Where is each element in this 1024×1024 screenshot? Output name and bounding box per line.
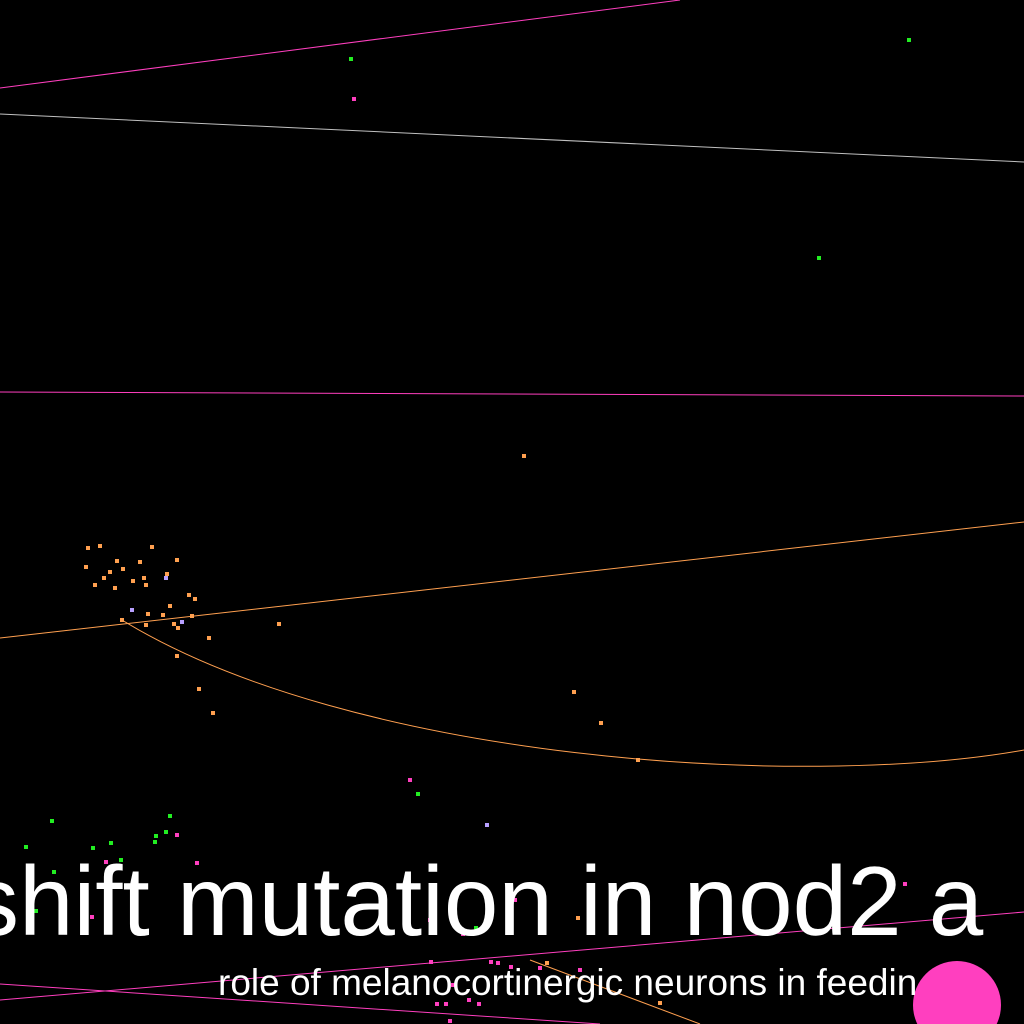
point-magenta-18 [444, 1002, 448, 1006]
point-orange-35 [576, 916, 580, 920]
point-orange-34 [636, 758, 640, 762]
point-orange-30 [197, 687, 201, 691]
point-orange-24 [144, 623, 148, 627]
point-magenta-10 [496, 961, 500, 965]
point-magenta-15 [467, 998, 471, 1002]
line-3 [0, 521, 1024, 639]
line-6 [0, 983, 601, 1024]
line-7 [529, 959, 701, 1024]
point-magenta-14 [451, 983, 455, 987]
point-orange-17 [187, 593, 191, 597]
point-green-7 [109, 841, 113, 845]
point-magenta-8 [429, 960, 433, 964]
point-green-8 [153, 840, 157, 844]
point-orange-32 [572, 690, 576, 694]
point-orange-8 [108, 570, 112, 574]
point-orange-13 [165, 572, 169, 576]
point-orange-25 [176, 626, 180, 630]
point-orange-16 [144, 583, 148, 587]
point-magenta-16 [477, 1002, 481, 1006]
point-orange-36 [545, 961, 549, 965]
point-magenta-0 [352, 97, 356, 101]
point-orange-29 [175, 654, 179, 658]
point-orange-20 [146, 612, 150, 616]
point-green-12 [119, 858, 123, 862]
point-orange-19 [168, 604, 172, 608]
point-green-3 [416, 792, 420, 796]
point-green-9 [154, 834, 158, 838]
point-magenta-1 [408, 778, 412, 782]
point-green-15 [133, 906, 137, 910]
point-orange-22 [190, 614, 194, 618]
point-magenta-21 [513, 898, 517, 902]
point-magenta-7 [461, 932, 465, 936]
point-orange-14 [93, 583, 97, 587]
point-orange-9 [121, 567, 125, 571]
point-orange-10 [102, 576, 106, 580]
point-violet-1 [130, 608, 134, 612]
point-orange-31 [211, 711, 215, 715]
point-magenta-6 [428, 918, 432, 922]
point-orange-2 [98, 544, 102, 548]
point-green-0 [349, 57, 353, 61]
point-orange-6 [138, 560, 142, 564]
point-orange-33 [599, 721, 603, 725]
point-orange-15 [113, 586, 117, 590]
point-orange-21 [161, 613, 165, 617]
line-2 [0, 391, 1024, 397]
point-orange-11 [131, 579, 135, 583]
point-violet-3 [485, 823, 489, 827]
point-orange-37 [658, 1001, 662, 1005]
line-0 [0, 0, 681, 89]
point-magenta-3 [104, 860, 108, 864]
point-magenta-17 [435, 1002, 439, 1006]
point-orange-27 [277, 622, 281, 626]
point-orange-12 [142, 576, 146, 580]
point-green-10 [164, 830, 168, 834]
point-green-1 [907, 38, 911, 42]
point-magenta-2 [175, 833, 179, 837]
point-green-11 [168, 814, 172, 818]
line-4 [121, 619, 1024, 767]
scatter-points [24, 38, 911, 1023]
point-orange-5 [115, 559, 119, 563]
point-magenta-11 [509, 965, 513, 969]
point-orange-0 [522, 454, 526, 458]
point-orange-28 [207, 636, 211, 640]
point-magenta-5 [90, 915, 94, 919]
point-magenta-19 [448, 1019, 452, 1023]
point-orange-3 [150, 545, 154, 549]
point-green-16 [474, 926, 478, 930]
point-orange-4 [175, 558, 179, 562]
point-magenta-9 [489, 960, 493, 964]
point-magenta-20 [903, 882, 907, 886]
point-green-13 [52, 870, 56, 874]
point-orange-1 [86, 546, 90, 550]
point-orange-7 [84, 565, 88, 569]
point-green-5 [24, 845, 28, 849]
point-green-6 [91, 846, 95, 850]
point-orange-18 [193, 597, 197, 601]
point-magenta-4 [195, 861, 199, 865]
point-magenta-12 [538, 966, 542, 970]
point-green-4 [50, 819, 54, 823]
point-orange-23 [172, 622, 176, 626]
point-violet-2 [180, 620, 184, 624]
point-green-14 [34, 909, 38, 913]
line-1 [0, 113, 1024, 163]
highlight-marker-layer [913, 961, 1001, 1024]
point-green-2 [817, 256, 821, 260]
highlight-marker [913, 961, 1001, 1024]
point-violet-0 [164, 576, 168, 580]
point-magenta-13 [578, 968, 582, 972]
line-5 [0, 911, 1024, 1001]
point-orange-26 [120, 618, 124, 622]
